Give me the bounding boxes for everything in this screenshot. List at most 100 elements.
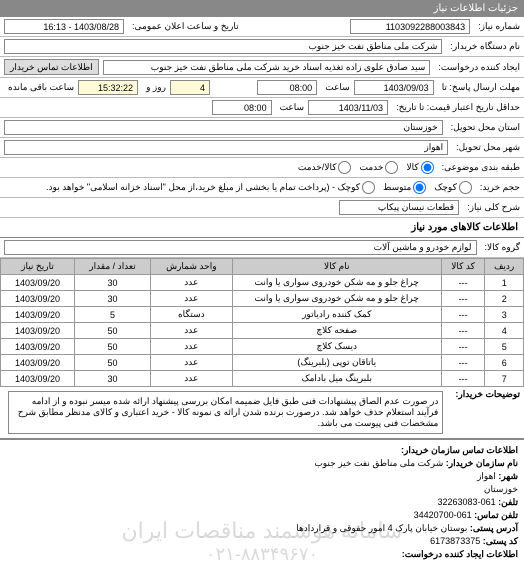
table-cell: کمک کننده رادیاتور [232,307,441,323]
deadline-date-field: 1403/09/03 [354,80,434,95]
category-radio-khadamat[interactable]: خدمت [359,161,398,174]
delivery-province-field: خوزستان [4,120,443,135]
table-cell: 2 [485,291,524,307]
brief-row: شرح کلی نیاز: قطعات نیسان پیکاپ [0,198,524,218]
table-cell: 1 [485,275,524,291]
col-row: ردیف [485,259,524,275]
table-cell: عدد [151,275,233,291]
table-header-row: ردیف کد کالا نام کالا واحد شمارش تعداد /… [1,259,524,275]
delivery-city-field: اهواز [4,140,448,155]
table-cell: عدد [151,371,233,387]
size-radio-medium[interactable]: متوسط [383,181,426,194]
contact-post-line: کد پستی: 6173873375 [6,535,518,548]
category-radio-group: کالا خدمت کالا/خدمت [298,161,434,174]
deadline-days-label: روز و [142,82,166,93]
requester-label: ایجاد کننده درخواست: [434,62,520,73]
deadline-time-label: ساعت [321,82,350,93]
buyer-device-field: شرکت ملی مناطق نفت خیز جنوب [4,39,442,54]
delivery-province-row: استان محل تحویل: خوزستان [0,118,524,138]
col-name: نام کالا [232,259,441,275]
deadline-label: مهلت ارسال پاسخ: تا [438,82,520,93]
table-cell: 30 [74,275,150,291]
category-radio-both[interactable]: کالا/خدمت [298,161,352,174]
deadline-days-field: 4 [170,80,210,95]
category-row: طبقه بندی موضوعی: کالا خدمت کالا/خدمت [0,158,524,178]
table-cell: 30 [74,291,150,307]
table-cell: چراغ جلو و مه شکن خودروی سواری یا وانت [232,275,441,291]
table-cell: 50 [74,339,150,355]
table-row: 7---بلبرینگ میل بادامکعدد301403/09/20 [1,371,524,387]
table-cell: 3 [485,307,524,323]
delivery-province-label: استان محل تحویل: [447,122,520,133]
deadline-row: مهلت ارسال پاسخ: تا 1403/09/03 ساعت 08:0… [0,78,524,98]
category-radio-kala[interactable]: کالا [406,161,433,174]
table-cell: 30 [74,371,150,387]
contact-address-line: آدرس پستی: بوستان خیابان پارک 4 امور حقو… [6,522,518,535]
table-cell: 1403/09/20 [1,339,75,355]
table-cell: عدد [151,323,233,339]
size-radio-small[interactable]: کوچک [434,181,472,194]
delivery-city-row: شهر محل تحویل: اهواز [0,138,524,158]
col-code: کد کالا [441,259,485,275]
contact-province: خوزستان [484,484,518,494]
validity-date-field: 1403/11/03 [308,100,388,115]
header-title: جزئیات اطلاعات نیاز [434,3,518,14]
table-cell: --- [441,291,485,307]
contact-org-line: نام سازمان خریدار: شرکت ملی مناطق نفت خی… [6,457,518,470]
goods-info-title: اطلاعات کالاهای مورد نیاز [0,218,524,238]
table-cell: 1403/09/20 [1,371,75,387]
table-cell: یاتاقان توپی (بلبرینگ) [232,355,441,371]
table-cell: دستگاه [151,307,233,323]
group-row: گروه کالا: لوازم خودرو و ماشین آلات [0,238,524,258]
col-date: تاریخ نیاز [1,259,75,275]
table-cell: عدد [151,339,233,355]
table-cell: 1403/09/20 [1,307,75,323]
brief-field: قطعات نیسان پیکاپ [339,200,459,215]
contact-city-line: شهر: اهواز [6,470,518,483]
buyer-device-label: نام دستگاه خریدار: [446,41,520,52]
table-row: 1---چراغ جلو و مه شکن خودروی سواری یا وا… [1,275,524,291]
buyer-device-row: نام دستگاه خریدار: شرکت ملی مناطق نفت خی… [0,37,524,57]
contact-org: شرکت ملی مناطق نفت خیز جنوب [314,458,443,468]
table-cell: 5 [74,307,150,323]
size-radio-group: کوچک متوسط کوچک - (پرداخت تمام یا بخشی ا… [46,181,472,194]
header-bar: جزئیات اطلاعات نیاز [0,0,524,17]
table-row: 5---دیسک کلاچعدد501403/09/20 [1,339,524,355]
brief-label: شرح کلی نیاز: [463,202,520,213]
announce-label: تاریخ و ساعت اعلان عمومی: [128,21,239,32]
deadline-remain-label: ساعت باقی مانده [4,82,74,93]
category-label: طبقه بندی موضوعی: [438,162,520,173]
table-cell: 7 [485,371,524,387]
size-radio-large[interactable]: کوچک - (پرداخت تمام یا بخشی از مبلغ خرید… [46,181,375,194]
contact-phone: 061-32263083 [438,497,496,507]
contact-fax-line: تلفن تماس: 061-34420700 [6,509,518,522]
table-cell: چراغ جلو و مه شکن خودروی سواری یا وانت [232,291,441,307]
size-label: حجم خرید: [476,182,520,193]
contact-city-label: شهر: [498,471,518,481]
table-cell: 1403/09/20 [1,275,75,291]
table-cell: 5 [485,339,524,355]
table-cell: عدد [151,291,233,307]
contact-req-info-label: اطلاعات ایجاد کننده درخواست: [6,548,518,561]
group-field: لوازم خودرو و ماشین آلات [4,240,477,255]
delivery-city-label: شهر محل تحویل: [452,142,520,153]
requester-row: ایجاد کننده درخواست: سید صادق علوی زاده … [0,57,524,78]
table-cell: 6 [485,355,524,371]
requester-field: سید صادق علوی زاده تغذیه اسناد خرید شرکت… [103,60,431,75]
contact-phone-label: تلفن: [498,497,518,507]
table-cell: بلبرینگ میل بادامک [232,371,441,387]
contact-phone-line: تلفن: 061-32263083 [6,496,518,509]
need-number-field: 1103092288003843 [350,19,470,34]
contact-buyer-button[interactable]: اطلاعات تماس خریدار [4,59,99,75]
table-row: 3---کمک کننده رادیاتوردستگاه51403/09/20 [1,307,524,323]
validity-time-label: ساعت [276,102,305,113]
contact-fax: 061-34420700 [414,510,472,520]
group-label: گروه کالا: [481,242,520,253]
goods-table: ردیف کد کالا نام کالا واحد شمارش تعداد /… [0,258,524,387]
contact-post-label: کد پستی: [483,536,518,546]
deadline-remain-field: 15:32:22 [78,80,138,95]
table-cell: --- [441,355,485,371]
col-unit: واحد شمارش [151,259,233,275]
contact-address: بوستان خیابان پارک 4 امور حقوقی و قراردا… [296,523,467,533]
announce-field: 1403/08/28 - 16:13 [4,19,124,34]
